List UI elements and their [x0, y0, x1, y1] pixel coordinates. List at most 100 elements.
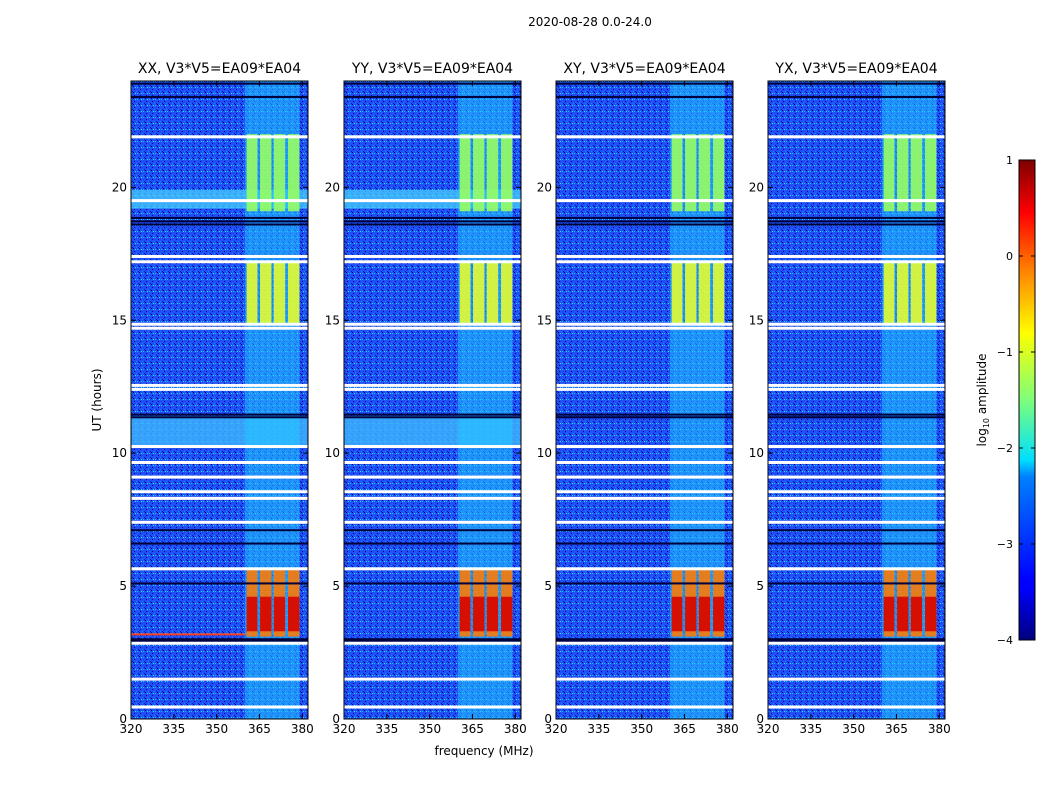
- rfi-block: [459, 596, 471, 632]
- flag-gap: [768, 677, 945, 681]
- dark-row: [344, 216, 521, 219]
- flag-gap: [556, 677, 733, 681]
- flag-gap: [556, 387, 733, 391]
- dark-row: [556, 416, 733, 419]
- dark-row: [768, 413, 945, 416]
- dark-row: [131, 223, 308, 226]
- rfi-block: [910, 596, 923, 632]
- y-tick-label: 20: [537, 180, 552, 194]
- x-tick-label: 380: [504, 722, 527, 736]
- rfi-block: [273, 134, 286, 212]
- flag-gap: [556, 460, 733, 464]
- y-tick-label: 20: [325, 180, 340, 194]
- flag-gap: [344, 520, 521, 524]
- flag-gap: [556, 475, 733, 479]
- colorbar-tick-label: −2: [997, 442, 1013, 455]
- dark-row: [131, 638, 308, 641]
- y-tick-label: 15: [325, 313, 340, 327]
- panel-frame: [767, 80, 946, 720]
- flag-gap: [344, 322, 521, 326]
- rfi-block: [671, 134, 683, 212]
- flag-gap: [131, 677, 308, 681]
- rfi-block: [883, 134, 895, 212]
- panel-frame: [343, 80, 522, 720]
- flag-gap: [768, 475, 945, 479]
- rfi-block: [897, 596, 909, 632]
- rfi-stripe: [131, 633, 246, 636]
- y-tick-label: 20: [749, 180, 764, 194]
- flag-gap: [131, 383, 308, 387]
- colorbar-tick-label: −1: [997, 346, 1013, 359]
- rfi-block: [685, 134, 697, 212]
- rfi-block: [288, 261, 300, 323]
- rfi-block: [473, 261, 485, 323]
- flag-gap: [344, 490, 521, 494]
- rfi-block: [486, 261, 499, 323]
- flag-gap: [131, 520, 308, 524]
- dark-row: [556, 220, 733, 223]
- flag-gap: [556, 641, 733, 645]
- rfi-block: [685, 596, 697, 632]
- flag-gap: [768, 199, 945, 203]
- rfi-block: [459, 261, 471, 323]
- x-tick-label: 320: [120, 722, 143, 736]
- flag-gap: [344, 387, 521, 391]
- dark-row: [556, 223, 733, 226]
- flag-gap: [768, 520, 945, 524]
- dark-row: [344, 223, 521, 226]
- rfi-block: [897, 134, 909, 212]
- dark-row: [768, 639, 945, 642]
- x-tick-label: 320: [333, 722, 356, 736]
- dark-row: [768, 582, 945, 585]
- flag-gap: [131, 496, 308, 500]
- flag-gap: [556, 199, 733, 203]
- panel-title: YX, V3*V5=EA09*EA04: [774, 61, 937, 77]
- y-tick-label: 15: [537, 313, 552, 327]
- x-tick-label: 335: [162, 722, 185, 736]
- flag-gap: [768, 260, 945, 264]
- rfi-block: [910, 134, 923, 212]
- flag-gap: [556, 326, 733, 330]
- flag-gap: [344, 445, 521, 449]
- rfi-block: [486, 134, 499, 212]
- y-tick-label: 20: [112, 180, 127, 194]
- flag-gap: [344, 199, 521, 203]
- heatmap-panel: YX, V3*V5=EA09*EA04 320 335 350 365 380 0 5 10 15…: [749, 61, 951, 736]
- x-axis-label: frequency (MHz): [434, 744, 533, 758]
- flag-gap: [131, 254, 308, 258]
- flag-gap: [131, 387, 308, 391]
- x-tick-label: 335: [799, 722, 822, 736]
- heatmap-panel: XY, V3*V5=EA09*EA04 320 335 350 365 380 0 5 10 15…: [537, 61, 739, 736]
- panel-frame: [555, 80, 734, 720]
- colorbar: −4 −3 −2 −1 0 1 log10 amplitude: [975, 154, 1036, 647]
- rfi-block: [273, 596, 286, 632]
- flag-gap: [556, 496, 733, 500]
- dark-row: [556, 582, 733, 585]
- y-tick-label: 10: [749, 446, 764, 460]
- rfi-block: [486, 596, 499, 632]
- heatmap-panel: XX, V3*V5=EA09*EA04 320 335 350 365 380 0 5 10 15…: [112, 61, 314, 736]
- x-tick-label: 350: [205, 722, 228, 736]
- dark-row: [131, 582, 308, 585]
- x-tick-label: 350: [842, 722, 865, 736]
- x-tick-label: 350: [630, 722, 653, 736]
- rfi-block: [713, 261, 725, 323]
- x-tick-label: 335: [587, 722, 610, 736]
- flag-gap: [344, 705, 521, 709]
- x-tick-label: 320: [545, 722, 568, 736]
- flag-gap: [131, 475, 308, 479]
- rfi-block: [925, 134, 937, 212]
- flag-gap: [131, 490, 308, 494]
- dark-row: [556, 413, 733, 416]
- rfi-block: [260, 134, 272, 212]
- rfi-block: [501, 261, 513, 323]
- y-tick-label: 0: [332, 712, 340, 726]
- dark-row: [344, 82, 521, 85]
- dark-row: [768, 542, 945, 545]
- flag-gap: [344, 326, 521, 330]
- colorbar-gradient: [1018, 159, 1036, 641]
- dark-row: [131, 413, 308, 416]
- y-tick-label: 5: [544, 579, 552, 593]
- rfi-block: [883, 596, 895, 632]
